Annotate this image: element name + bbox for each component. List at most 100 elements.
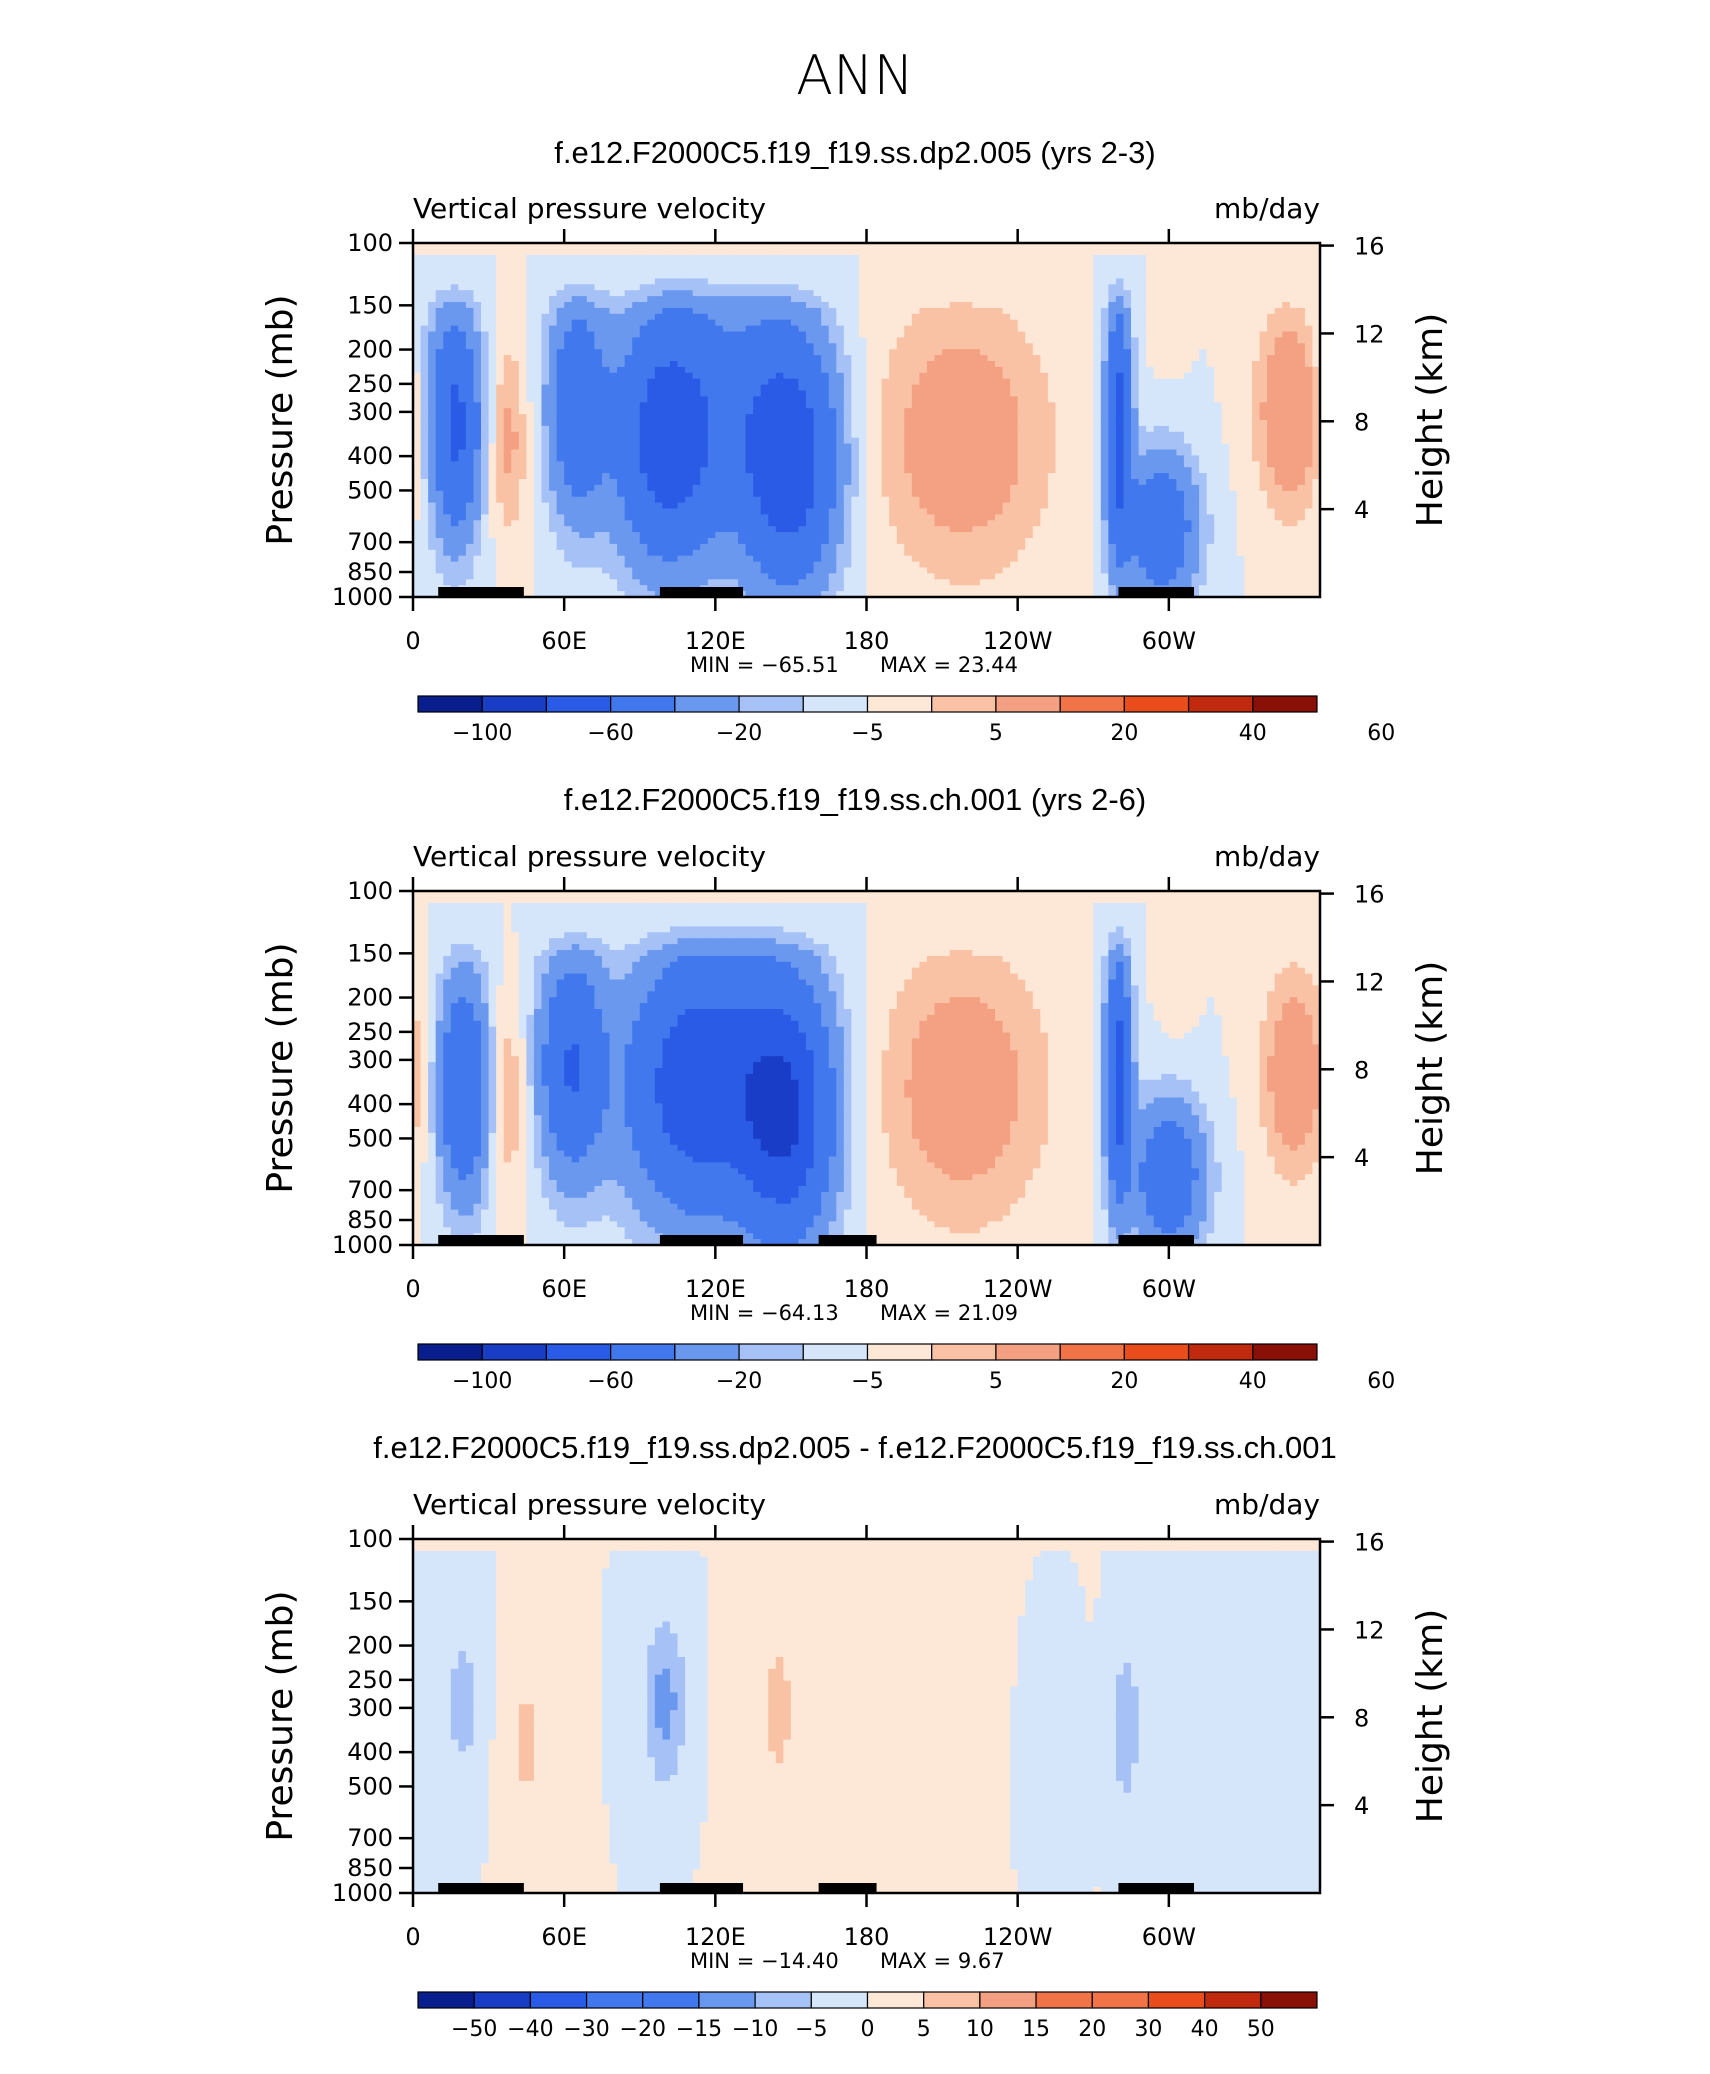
contour-cell [775, 290, 784, 297]
contour-cell [1304, 473, 1314, 480]
contour-cell [813, 384, 822, 392]
contour-cell [730, 307, 739, 315]
contour-cell [1282, 366, 1291, 374]
contour-cell [685, 248, 694, 256]
contour-cell [753, 248, 762, 256]
contour-cell [964, 384, 973, 392]
contour-cell [1146, 414, 1155, 421]
contour-cell [685, 484, 694, 492]
contour-cell [775, 325, 784, 333]
contour-cell [465, 248, 475, 256]
contour-cell [1176, 307, 1185, 315]
contour-cell [1259, 296, 1268, 303]
contour-cell [609, 467, 618, 474]
contour-cell [994, 443, 1004, 451]
contour-cell [972, 402, 981, 409]
contour-cell [707, 437, 716, 445]
contour-cell [458, 260, 467, 268]
contour-cell [911, 272, 921, 279]
contour-cell [1153, 319, 1162, 327]
contour-cell [1138, 290, 1147, 297]
contour-cell [707, 248, 716, 256]
contour-cell [1214, 313, 1223, 321]
contour-cell [639, 313, 648, 321]
contour-cell [919, 254, 928, 262]
contour-cell [428, 331, 437, 338]
contour-cell [783, 425, 792, 433]
contour-cell [972, 473, 981, 480]
contour-cell [828, 378, 837, 386]
contour-cell [790, 420, 800, 427]
panel-title: f.e12.F2000C5.f19_f19.ss.dp2.005 (yrs 2-… [554, 135, 1155, 170]
contour-cell [942, 243, 951, 250]
contour-cell [571, 248, 580, 256]
contour-cell [1229, 319, 1238, 327]
contour-cell [1244, 278, 1253, 285]
contour-cell [979, 290, 989, 297]
contour-cell [1199, 402, 1208, 409]
contour-cell [473, 384, 482, 392]
contour-cell [1078, 408, 1087, 415]
contour-cell [1093, 302, 1102, 309]
contour-cell [1093, 349, 1102, 356]
contour-cell [1100, 443, 1109, 451]
contour-cell [632, 290, 641, 297]
contour-cell [1115, 449, 1125, 456]
contour-cell [473, 290, 482, 297]
contour-cell [1199, 260, 1208, 268]
contour-cell [1131, 425, 1140, 433]
contour-cell [768, 331, 777, 338]
contour-cell [609, 302, 618, 309]
contour-cell [1161, 467, 1170, 474]
contour-cell [594, 254, 603, 262]
contour-cell [919, 420, 928, 427]
contour-cell [1115, 461, 1125, 468]
contour-cell [1206, 473, 1215, 480]
contour-cell [556, 396, 565, 403]
contour-cell [1070, 461, 1079, 468]
contour-cell [904, 384, 913, 392]
contour-cell [458, 278, 467, 285]
contour-cell [1304, 461, 1314, 468]
contour-cell [413, 473, 422, 480]
contour-cell [586, 437, 595, 445]
contour-cell [1017, 414, 1026, 421]
contour-cell [738, 443, 747, 451]
contour-cell [760, 366, 769, 374]
contour-cell [919, 366, 928, 374]
contour-cell [662, 390, 671, 397]
contour-cell [1206, 272, 1215, 279]
contour-cell [1017, 449, 1026, 456]
contour-cell [1183, 243, 1193, 250]
contour-cell [443, 425, 452, 433]
contour-cell [541, 455, 550, 462]
contour-cell [511, 384, 520, 392]
contour-cell [1070, 331, 1079, 338]
contour-cell [934, 473, 943, 480]
contour-cell [994, 302, 1004, 309]
contour-cell [647, 431, 656, 439]
contour-cell [1153, 473, 1162, 480]
contour-cell [1282, 349, 1291, 356]
contour-cell [821, 278, 830, 285]
contour-cell [707, 278, 716, 285]
contour-cell [1123, 343, 1132, 350]
contour-cell [632, 455, 641, 462]
contour-cell [488, 266, 497, 274]
contour-cell [806, 349, 815, 356]
contour-cell [730, 378, 739, 386]
contour-cell [700, 307, 709, 315]
contour-cell [1199, 414, 1208, 421]
contour-cell [601, 455, 611, 462]
contour-cell [481, 455, 490, 462]
contour-cell [1153, 443, 1162, 451]
contour-cell [1070, 325, 1079, 333]
contour-cell [753, 414, 762, 421]
contour-cell [549, 431, 558, 439]
contour-cell [1153, 243, 1162, 250]
contour-cell [1146, 408, 1155, 415]
contour-cell [488, 325, 497, 333]
contour-cell [420, 361, 429, 368]
contour-cell [594, 390, 603, 397]
contour-cell [1191, 378, 1200, 386]
